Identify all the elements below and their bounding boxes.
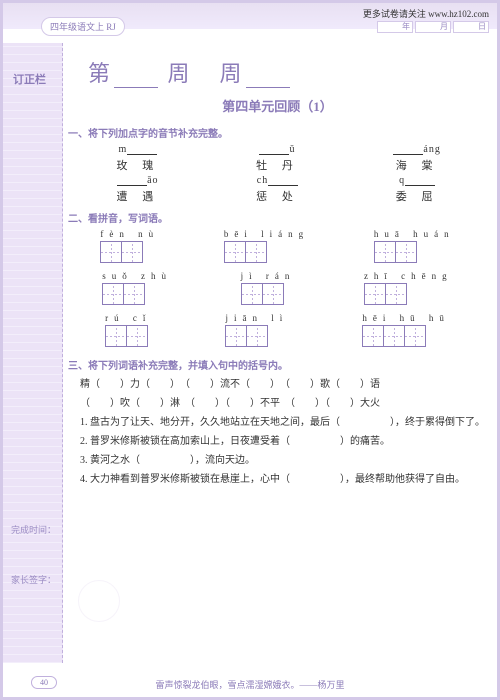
page-frame: 更多试卷请关注 www.hz102.com 四年级语文上 RJ 年 月 日 订正… <box>0 0 500 700</box>
tianzi-group[interactable]: zhī chēng <box>364 271 453 305</box>
tianzi-group[interactable]: huā huán <box>374 229 455 263</box>
sentence-item[interactable]: 2. 普罗米修斯被锁在高加索山上，日夜遭受着（ ）的痛苦。 <box>80 434 487 450</box>
week-blank-1[interactable] <box>114 70 158 88</box>
title-part-a: 第 <box>88 61 114 86</box>
watermark-icon <box>78 580 120 622</box>
sentence-item[interactable]: 1. 盘古为了让天、地分开，久久地站立在天地之间，最后（ ），终于累得倒下了。 <box>80 415 487 431</box>
footer-quote: 雷声惊裂龙伯眼，雪点濡湿嫦娥衣。——杨万里 <box>3 678 497 691</box>
tianzi-group[interactable]: jì rán <box>241 271 296 305</box>
sidebar-time-label: 完成时间： <box>11 523 56 536</box>
header-url: 更多试卷请关注 www.hz102.com <box>363 7 489 20</box>
tianzi-group[interactable]: suǒ zhù <box>102 271 172 305</box>
date-month[interactable]: 月 <box>415 21 451 33</box>
sentence-item[interactable]: 4. 大力神看到普罗米修斯被锁在悬崖上，心中（ ），最终帮助他获得了自由。 <box>80 472 487 488</box>
pinyin-row-1: m玫 瑰 ǔ牡 丹 áng海 棠 <box>68 144 487 173</box>
title-part-b: 周 <box>168 61 194 86</box>
pinyin-item[interactable]: āo遭 遇 <box>93 175 183 204</box>
pinyin-item[interactable]: q委 屈 <box>372 175 462 204</box>
unit-subtitle: 第四单元回顾（1） <box>68 96 487 115</box>
section-2-heading: 二、看拼音，写词语。 <box>68 210 487 225</box>
tianzi-group[interactable]: hēi hū hū <box>362 313 450 347</box>
pinyin-row-2: āo遭 遇 ch惩 处 q委 屈 <box>68 175 487 204</box>
date-day[interactable]: 日 <box>453 21 489 33</box>
sidebar: 订正栏 完成时间： 家长签字： <box>3 43 63 663</box>
tianzi-group[interactable]: rú cǐ <box>105 313 151 347</box>
week-title: 第 周 周 <box>88 56 487 88</box>
sidebar-title: 订正栏 <box>13 71 62 87</box>
pinyin-item[interactable]: ǔ牡 丹 <box>232 144 322 173</box>
pinyin-item[interactable]: ch惩 处 <box>232 175 322 204</box>
week-blank-2[interactable] <box>246 70 290 88</box>
sidebar-sign-label: 家长签字： <box>11 573 56 586</box>
section-3-heading: 三、将下列词语补充完整，并填入句中的括号内。 <box>68 357 487 372</box>
tianzi-row-2: suǒ zhù jì rán zhī chēng <box>68 271 487 305</box>
tianzi-row-3: rú cǐ jiān lì hēi hū hū <box>68 313 487 347</box>
sentence-items: 1. 盘古为了让天、地分开，久久地站立在天地之间，最后（ ），终于累得倒下了。 2… <box>68 415 487 488</box>
tianzi-group[interactable]: bēi liáng <box>224 229 309 263</box>
sentence-item[interactable]: 3. 黄河之水（ ），流向天边。 <box>80 453 487 469</box>
word-fill-row-2[interactable]: （ ）吹（ ）淋 （ ）（ ）不平 （ ）（ ）大火 <box>80 395 487 412</box>
tianzi-group[interactable]: jiān lì <box>225 313 288 347</box>
title-part-c: 周 <box>220 61 246 86</box>
date-year[interactable]: 年 <box>377 21 413 33</box>
tianzi-row-1: fèn nù bēi liáng huā huán <box>68 229 487 263</box>
grade-badge: 四年级语文上 RJ <box>41 17 125 36</box>
content-area: 第 周 周 第四单元回顾（1） 一、将下列加点字的音节补充完整。 m玫 瑰 ǔ牡 … <box>68 48 487 657</box>
date-bar: 年 月 日 <box>377 21 489 33</box>
tianzi-group[interactable]: fèn nù <box>100 229 159 263</box>
pinyin-item[interactable]: áng海 棠 <box>372 144 462 173</box>
section-1-heading: 一、将下列加点字的音节补充完整。 <box>68 125 487 140</box>
word-fill-row-1[interactable]: 精（ ）力（ ） （ ）流不（ ） （ ）歌（ ）语 <box>80 376 487 393</box>
pinyin-item[interactable]: m玫 瑰 <box>93 144 183 173</box>
